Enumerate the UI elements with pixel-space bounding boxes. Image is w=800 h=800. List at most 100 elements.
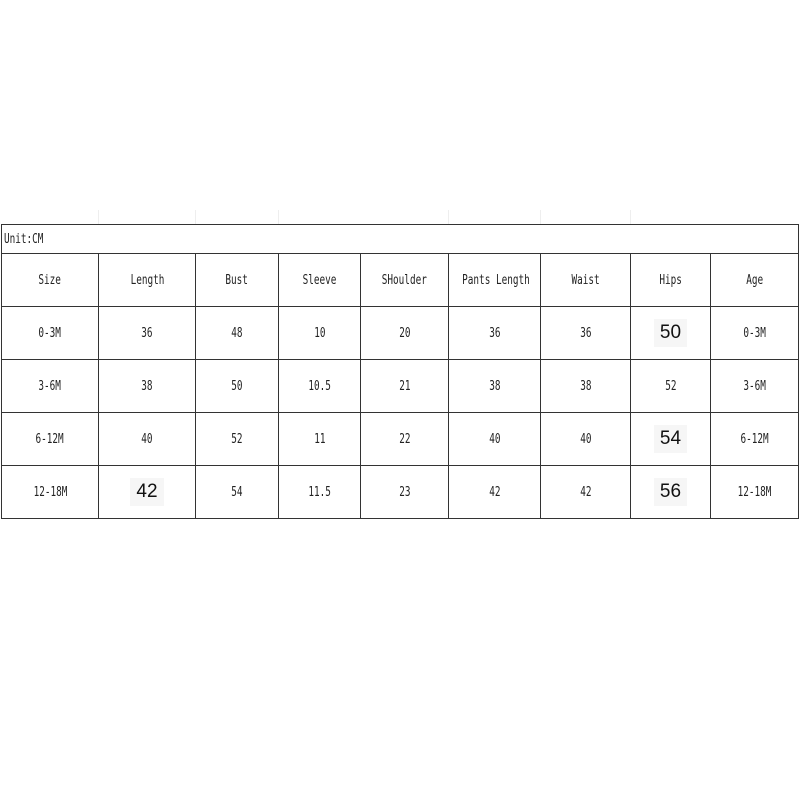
header-cell: Pants Length: [448, 253, 541, 307]
grid-line: [195, 210, 196, 224]
cell-value: 23: [398, 485, 411, 500]
header-label: Sleeve: [302, 273, 337, 288]
cell-value: 42: [488, 485, 501, 500]
grid-line: [278, 210, 279, 224]
cell-value: 40: [579, 432, 592, 447]
cell-value: 21: [398, 379, 411, 394]
header-row: Size Length Bust Sleeve SHoulder Pants Length…: [1, 253, 799, 307]
table-cell: 50: [195, 359, 279, 413]
cell-value: 20: [398, 326, 411, 341]
header-label: Size: [38, 273, 62, 288]
table-cell: 54: [630, 412, 711, 466]
table-cell: 23: [360, 465, 449, 519]
cell-value: 54: [231, 485, 243, 500]
cell-value: 52: [231, 432, 243, 447]
cell-value: 52: [664, 379, 677, 394]
table-cell: 54: [195, 465, 279, 519]
header-label: Bust: [225, 273, 249, 288]
header-cell: Sleeve: [278, 253, 361, 307]
table-cell: 12-18M: [710, 465, 799, 519]
cell-value: 50: [653, 319, 688, 347]
header-label: Pants Length: [462, 273, 530, 288]
size-chart-table: Unit:CM Size Length Bust Sleeve SHoulder Pant…: [1, 224, 799, 519]
cell-value: 10: [313, 326, 326, 341]
header-cell: Size: [1, 253, 99, 307]
header-cell: Hips: [630, 253, 711, 307]
table-cell: 48: [195, 306, 279, 360]
table-row: 6-12M 40 52 11 22 40 40 54 6-12M: [1, 412, 799, 466]
table-cell: 12-18M: [1, 465, 99, 519]
header-cell: Age: [710, 253, 799, 307]
header-cell: Length: [98, 253, 196, 307]
cell-value: 0-3M: [743, 326, 766, 341]
header-label: Length: [130, 273, 164, 288]
table-cell: 10.5: [278, 359, 361, 413]
table-cell: 21: [360, 359, 449, 413]
cell-value: 11.5: [308, 485, 331, 500]
table-row: 12-18M 42 54 11.5 23 42 42 56 12-18M: [1, 465, 799, 519]
table-cell: 6-12M: [710, 412, 799, 466]
cell-value: 42: [130, 478, 164, 506]
header-cell: Bust: [195, 253, 279, 307]
cell-value: 6-12M: [740, 432, 769, 447]
table-cell: 40: [540, 412, 631, 466]
cell-value: 50: [231, 379, 243, 394]
table-cell: 3-6M: [710, 359, 799, 413]
grid-line: [98, 210, 99, 224]
table-cell: 11: [278, 412, 361, 466]
table-cell: 0-3M: [710, 306, 799, 360]
cell-value: 3-6M: [38, 379, 62, 394]
cell-value: 0-3M: [38, 326, 62, 341]
cell-value: 12-18M: [737, 485, 772, 500]
table-cell: 40: [448, 412, 541, 466]
header-label: Age: [746, 273, 763, 288]
unit-label: Unit:CM: [4, 232, 44, 247]
cell-value: 36: [579, 326, 592, 341]
table-cell: 11.5: [278, 465, 361, 519]
header-cell: SHoulder: [360, 253, 449, 307]
header-label: Hips: [659, 273, 682, 288]
table-cell: 36: [540, 306, 631, 360]
grid-line: [630, 210, 631, 224]
table-cell: 22: [360, 412, 449, 466]
table-cell: 52: [630, 359, 711, 413]
cell-value: 38: [141, 379, 153, 394]
cell-value: 40: [488, 432, 501, 447]
table-cell: 42: [98, 465, 196, 519]
cell-value: 12-18M: [33, 485, 67, 500]
table-row: 0-3M 36 48 10 20 36 36 50 0-3M: [1, 306, 799, 360]
cell-value: 40: [141, 432, 153, 447]
cell-value: 48: [231, 326, 243, 341]
cell-value: 56: [653, 478, 688, 506]
header-label: Waist: [571, 273, 600, 288]
table-cell: 38: [540, 359, 631, 413]
table-cell: 3-6M: [1, 359, 99, 413]
cell-value: 54: [653, 425, 688, 453]
table-cell: 40: [98, 412, 196, 466]
cell-value: 42: [579, 485, 592, 500]
table-cell: 52: [195, 412, 279, 466]
cell-value: 38: [579, 379, 592, 394]
table-cell: 38: [448, 359, 541, 413]
header-label: SHoulder: [381, 273, 428, 288]
cell-value: 38: [488, 379, 501, 394]
cell-value: 36: [488, 326, 501, 341]
table-cell: 36: [98, 306, 196, 360]
table-row: 3-6M 38 50 10.5 21 38 38 52 3-6M: [1, 359, 799, 413]
table-cell: 6-12M: [1, 412, 99, 466]
unit-cell: Unit:CM: [1, 224, 799, 254]
cell-value: 6-12M: [35, 432, 65, 447]
cell-value: 10.5: [308, 379, 331, 394]
cell-value: 11: [313, 432, 326, 447]
table-cell: 50: [630, 306, 711, 360]
grid-line: [448, 210, 449, 224]
cell-value: 36: [141, 326, 153, 341]
cell-value: 22: [398, 432, 411, 447]
table-cell: 36: [448, 306, 541, 360]
table-cell: 42: [540, 465, 631, 519]
table-cell: 56: [630, 465, 711, 519]
unit-row: Unit:CM: [1, 224, 799, 254]
grid-line: [540, 210, 541, 224]
table-cell: 38: [98, 359, 196, 413]
table-cell: 10: [278, 306, 361, 360]
